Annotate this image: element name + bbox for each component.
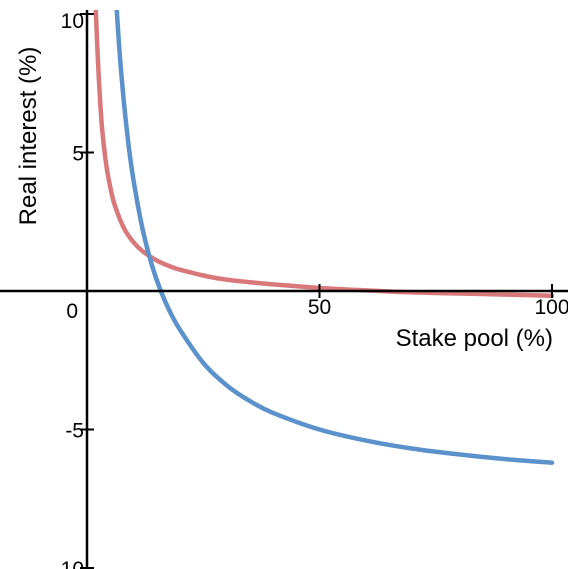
y-axis-title: Real interest (%) xyxy=(15,47,42,226)
y-tick-label: 5 xyxy=(72,143,84,166)
x-axis-title: Stake pool (%) xyxy=(396,325,553,352)
y-tick-label: -5 xyxy=(65,420,84,443)
series-layer xyxy=(93,10,555,465)
series-line-2 xyxy=(114,10,555,465)
series-line-1 xyxy=(93,10,555,298)
origin-tick-label: 0 xyxy=(66,300,78,323)
y-tick-label: -10 xyxy=(54,558,84,569)
y-tick-label: 10 xyxy=(61,10,84,33)
tick-layer: 50 100 10 5 -5 -10 xyxy=(54,10,568,569)
x-tick-label: 50 xyxy=(308,296,331,319)
x-tick-label: 100 xyxy=(534,296,568,319)
